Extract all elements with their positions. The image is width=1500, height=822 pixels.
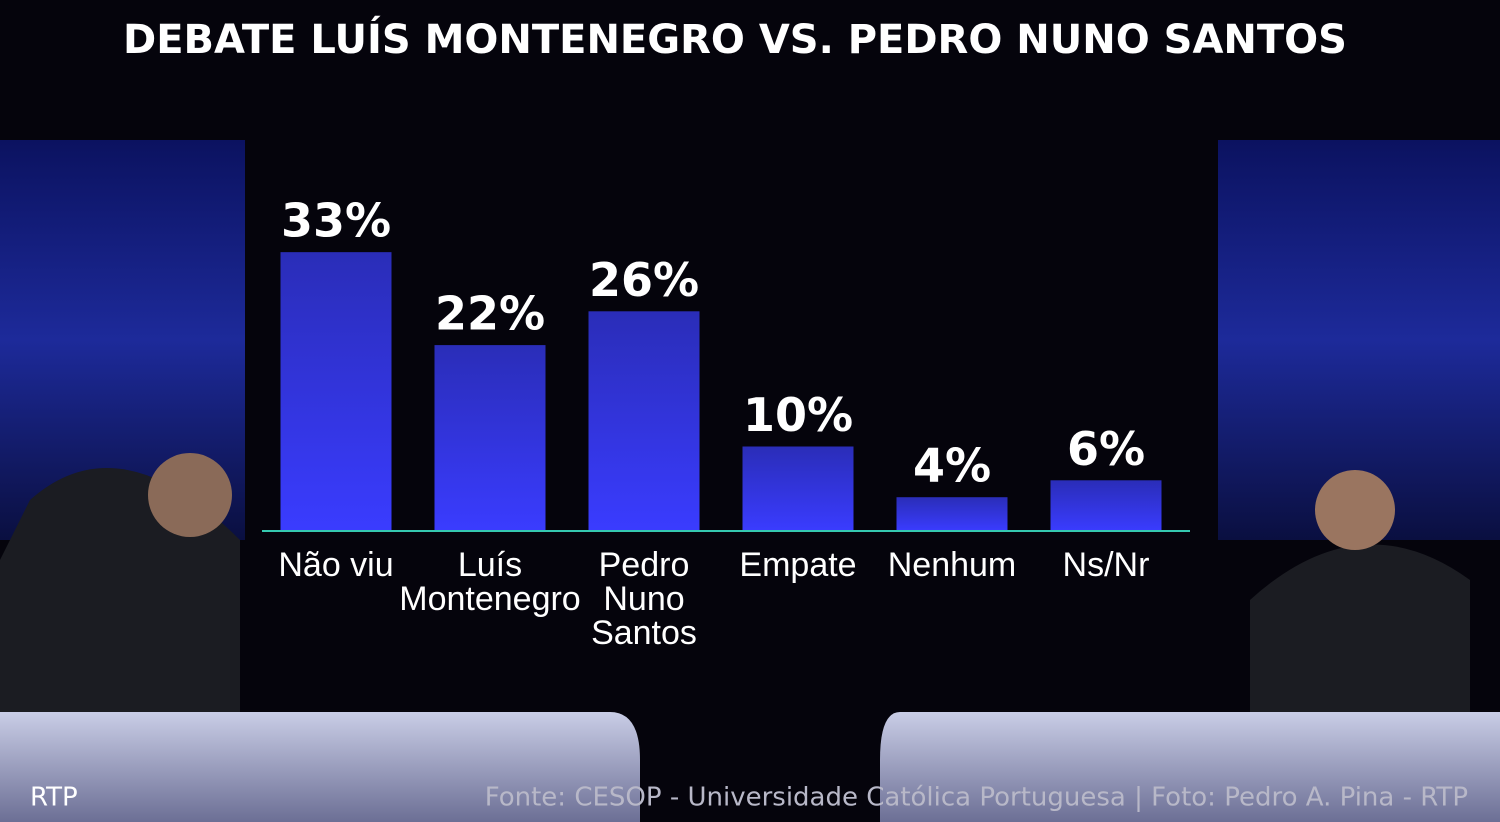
desk-right (880, 712, 1500, 822)
source-note: Fonte: CESOP - Universidade Católica Por… (485, 783, 1468, 813)
bar (1050, 480, 1162, 531)
person-right-head (1315, 470, 1395, 550)
person-right (1250, 544, 1470, 720)
bar (280, 252, 392, 531)
bar (588, 311, 700, 531)
value-label: 10% (743, 388, 853, 442)
bar (434, 345, 546, 531)
bar (742, 446, 854, 531)
value-label: 6% (1067, 422, 1145, 476)
bar (896, 497, 1008, 531)
value-label: 33% (281, 194, 391, 248)
value-label: 4% (913, 439, 991, 493)
chart-title: DEBATE LUÍS MONTENEGRO VS. PEDRO NUNO SA… (123, 15, 1347, 63)
x-tick-label: Pedro Nuno Santos (591, 546, 697, 652)
x-tick-label: Ns/Nr (1062, 546, 1150, 584)
value-label: 26% (589, 253, 699, 307)
x-tick-label: Nenhum (887, 546, 1017, 584)
credit: RTP (30, 783, 78, 813)
x-tick-label: Luís Montenegro (399, 546, 581, 618)
desk-left (0, 712, 640, 822)
x-tick-label: Empate (739, 546, 857, 584)
person-left-head (148, 453, 232, 537)
value-label: 22% (435, 287, 545, 341)
x-tick-label: Não viu (278, 546, 394, 584)
